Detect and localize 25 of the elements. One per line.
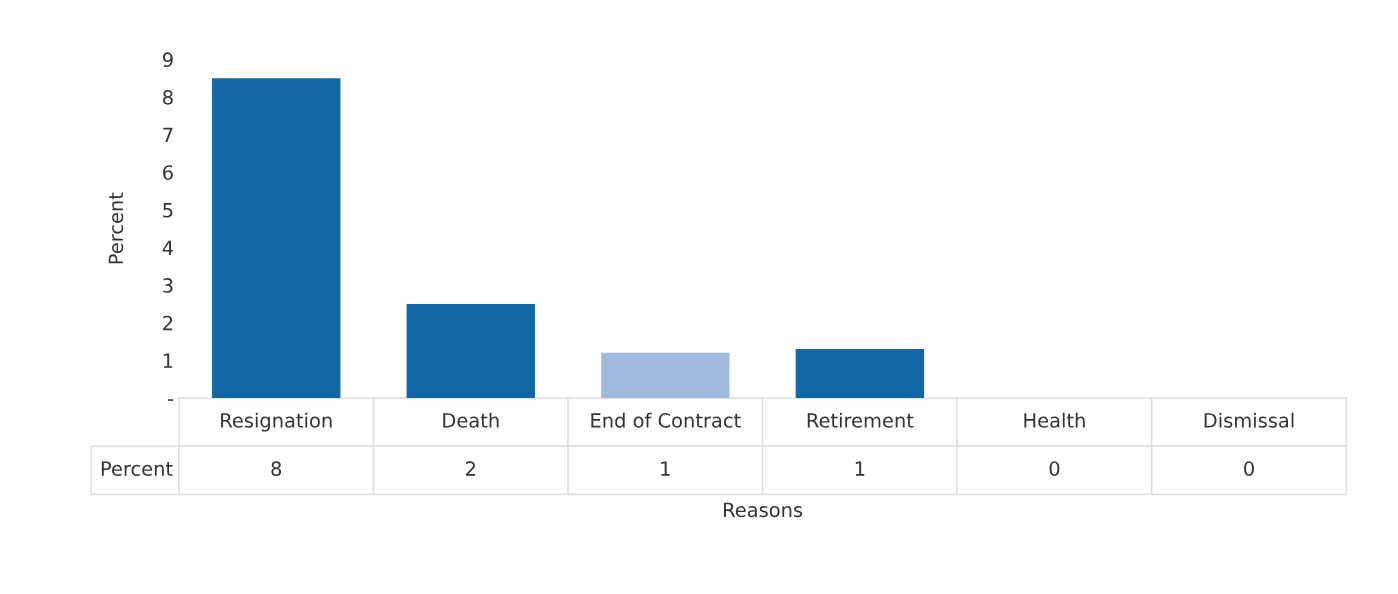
x-tick-label: Dismissal bbox=[1204, 412, 1294, 428]
y-tick-label: - bbox=[168, 399, 174, 401]
y-tick-label: 9 bbox=[162, 52, 173, 68]
x-tick-label: Resignation bbox=[221, 412, 332, 432]
y-tick-label: 5 bbox=[163, 203, 173, 218]
x-axis-title: Reasons bbox=[724, 502, 803, 518]
y-tick-label: 3 bbox=[163, 278, 173, 293]
x-tick-label: End of Contract bbox=[591, 412, 741, 428]
data-label: 2 bbox=[466, 461, 476, 476]
y-tick-label: 8 bbox=[163, 89, 173, 105]
text: Percent bbox=[101, 461, 173, 476]
y-tick-label: 2 bbox=[163, 315, 173, 331]
data-label: 0 bbox=[1049, 461, 1060, 476]
data-label: 0 bbox=[1244, 461, 1254, 476]
data-label: 1 bbox=[661, 461, 670, 476]
x-tick-label: Retirement bbox=[807, 412, 914, 428]
y-tick-label: 4 bbox=[162, 240, 173, 255]
data-label: 8 bbox=[271, 461, 282, 476]
y-tick-label: 6 bbox=[163, 165, 173, 180]
y-tick-label: 7 bbox=[163, 127, 173, 143]
data-label: 1 bbox=[855, 461, 865, 476]
x-tick-label: Health bbox=[1024, 412, 1085, 428]
y-tick-label: 1 bbox=[163, 353, 173, 368]
y-axis-title: Percent bbox=[108, 192, 124, 264]
x-tick-label: Death bbox=[443, 412, 499, 428]
